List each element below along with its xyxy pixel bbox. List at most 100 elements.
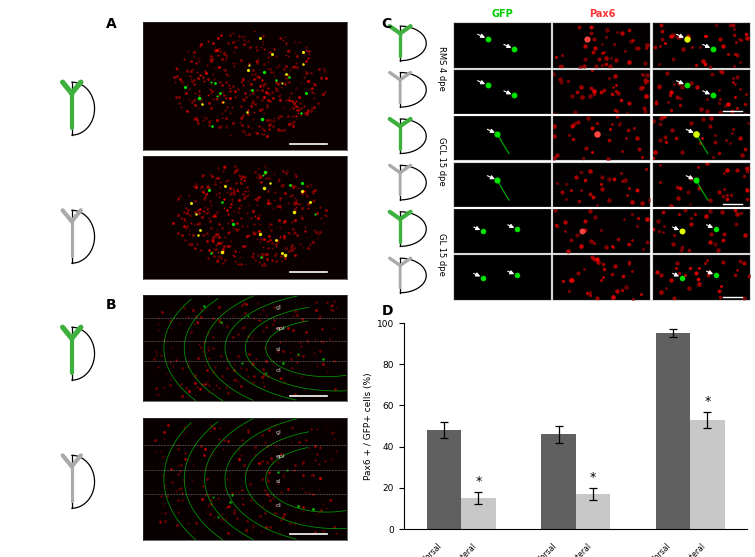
Point	[264, 120, 276, 129]
Point	[218, 162, 230, 171]
Point	[193, 354, 205, 363]
Point	[704, 195, 716, 204]
Point	[277, 104, 289, 113]
Point	[223, 81, 236, 90]
Point	[191, 317, 203, 326]
Point	[249, 100, 261, 109]
Text: dorsal: dorsal	[535, 541, 559, 557]
Point	[731, 73, 743, 82]
Point	[202, 236, 214, 245]
Point	[203, 185, 215, 194]
Point	[599, 242, 612, 251]
Point	[239, 309, 251, 318]
Point	[673, 269, 685, 278]
Point	[307, 349, 319, 358]
Point	[700, 32, 712, 41]
Point	[578, 154, 590, 163]
Point	[231, 164, 243, 173]
Point	[208, 210, 220, 219]
Point	[255, 80, 267, 89]
Point	[733, 35, 745, 44]
Point	[207, 368, 219, 377]
Point	[581, 35, 593, 43]
Point	[624, 240, 636, 249]
Point	[221, 188, 233, 197]
Point	[273, 96, 285, 105]
Point	[650, 98, 662, 107]
Point	[213, 316, 225, 325]
Point	[276, 257, 288, 266]
Point	[205, 389, 217, 398]
Point	[621, 109, 633, 118]
Point	[282, 247, 294, 256]
Point	[639, 43, 652, 52]
Point	[668, 79, 680, 88]
Point	[233, 455, 245, 463]
Point	[181, 222, 193, 231]
Point	[612, 106, 624, 115]
Point	[305, 471, 317, 480]
Point	[734, 57, 746, 66]
Point	[292, 103, 304, 112]
Point	[257, 115, 269, 124]
Point	[286, 190, 298, 199]
Point	[276, 182, 288, 190]
Point	[320, 424, 332, 433]
Point	[250, 173, 262, 182]
Point	[640, 91, 652, 100]
Point	[156, 453, 168, 462]
Point	[159, 481, 171, 490]
Point	[260, 356, 273, 365]
Point	[272, 236, 284, 245]
Point	[188, 51, 200, 60]
Point	[596, 260, 609, 269]
Point	[220, 51, 233, 60]
Point	[202, 61, 214, 70]
Point	[229, 246, 241, 255]
Point	[256, 123, 268, 132]
Point	[189, 244, 201, 253]
Point	[278, 64, 290, 73]
Point	[307, 188, 319, 197]
Point	[233, 32, 245, 41]
Point	[251, 45, 263, 54]
Point	[741, 186, 753, 195]
Point	[181, 81, 193, 90]
Point	[190, 179, 202, 188]
Point	[627, 123, 639, 132]
Point	[279, 32, 291, 41]
Point	[222, 71, 234, 80]
Point	[288, 200, 300, 209]
Point	[277, 167, 289, 176]
Text: B: B	[106, 298, 116, 312]
Point	[240, 299, 252, 308]
Point	[272, 125, 284, 134]
Point	[603, 196, 615, 204]
Point	[612, 89, 624, 97]
Point	[154, 517, 166, 526]
Point	[257, 364, 269, 373]
Point	[741, 33, 753, 42]
Point	[293, 200, 305, 209]
Point	[252, 169, 264, 178]
Point	[187, 64, 199, 73]
Point	[260, 87, 272, 96]
Point	[254, 229, 266, 238]
Point	[264, 178, 276, 187]
Point	[204, 217, 216, 226]
Point	[588, 255, 600, 263]
Point	[725, 190, 737, 199]
Point	[220, 114, 232, 123]
Point	[279, 50, 291, 59]
Point	[194, 226, 206, 234]
Point	[153, 326, 165, 335]
Point	[194, 385, 206, 394]
Point	[288, 193, 300, 202]
Point	[247, 228, 259, 237]
Point	[227, 251, 239, 260]
Text: *: *	[590, 471, 596, 484]
Point	[247, 249, 259, 258]
Point	[276, 252, 288, 261]
Point	[740, 163, 752, 172]
Point	[202, 90, 214, 99]
